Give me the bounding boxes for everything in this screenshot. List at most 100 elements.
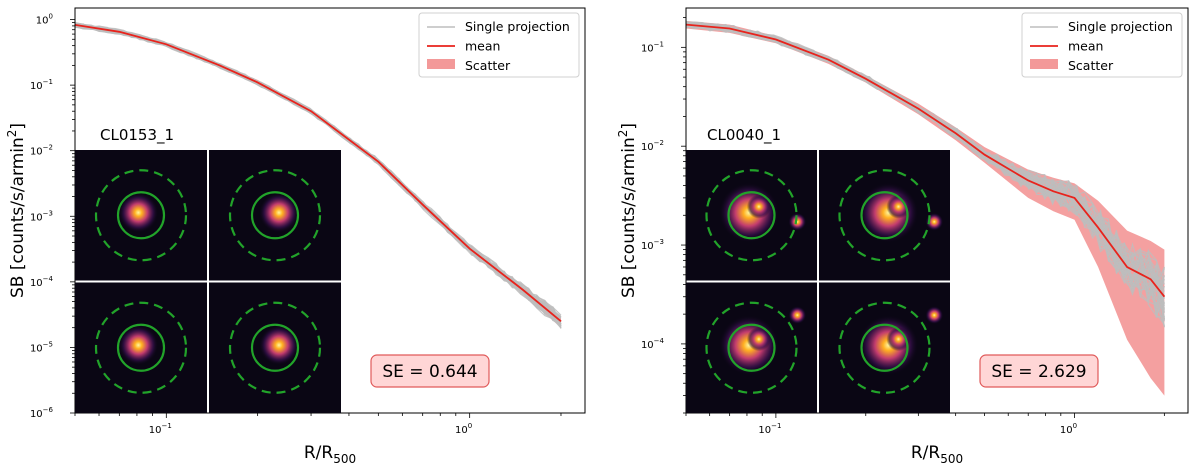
y-tick-label: 10−2 xyxy=(30,144,53,158)
inset-maps xyxy=(686,150,950,413)
emission-blob xyxy=(118,192,159,233)
emission-blob xyxy=(788,306,807,325)
mean-line xyxy=(75,24,562,322)
y-tick-label: 10−1 xyxy=(30,78,53,92)
legend-entry-label: mean xyxy=(1068,39,1103,54)
y-tick-exp: −1 xyxy=(654,40,664,48)
y-tick-label: 10−4 xyxy=(30,275,54,289)
x-tick-label: 10−1 xyxy=(758,422,781,436)
legend-box xyxy=(1021,12,1183,78)
legend-entry-label: Scatter xyxy=(465,58,511,73)
outer-dashed-circle xyxy=(94,301,188,394)
x-tick-base: 10 xyxy=(149,425,162,436)
x-label-sub: 500 xyxy=(333,452,356,466)
y-tick-exp: −2 xyxy=(654,139,664,147)
inset-projection-map xyxy=(75,150,207,281)
outer-dashed-circle xyxy=(838,301,931,394)
x-axis: 10−1 100 xyxy=(74,413,562,436)
legend: Single projection mean Scatter xyxy=(418,12,580,78)
outer-dashed-circle xyxy=(228,169,322,262)
legend: Single projection mean Scatter xyxy=(1021,12,1183,78)
y-tick-exp: −2 xyxy=(43,144,53,152)
outer-dashed-circle xyxy=(228,301,322,394)
y-tick-base: 10 xyxy=(30,409,43,420)
emission-blob xyxy=(886,327,911,352)
y-tick-label: 10−4 xyxy=(641,337,665,351)
projection-line xyxy=(686,22,1165,306)
y-axis: 10−110−210−310−4 xyxy=(641,17,686,414)
emission-blob xyxy=(788,212,807,231)
y-tick-label: 10−3 xyxy=(641,238,664,252)
r500-circle xyxy=(727,191,776,240)
legend-swatch-scatter xyxy=(427,59,455,69)
legend-entry-label: mean xyxy=(465,39,500,54)
y-tick-label: 10−6 xyxy=(30,406,54,420)
inset-projection-map xyxy=(686,282,817,413)
y-label-sup: 2 xyxy=(5,130,19,138)
se-annotation: SE = 0.644 xyxy=(370,354,490,388)
legend-swatch-scatter xyxy=(1030,59,1058,69)
y-label-sup: 2 xyxy=(616,130,630,138)
y-tick-label: 100 xyxy=(36,13,53,27)
y-tick-exp: −6 xyxy=(43,406,54,414)
x-tick-label: 10−1 xyxy=(149,422,172,436)
emission-blob xyxy=(258,192,299,233)
cluster-label: CL0040_1 xyxy=(707,126,781,145)
y-tick-exp: −4 xyxy=(654,337,665,345)
y-tick-label: 10−5 xyxy=(30,340,53,354)
plot-area xyxy=(75,22,562,329)
y-tick-base: 10 xyxy=(30,81,43,92)
x-axis: 10−1 100 xyxy=(685,413,1165,436)
inset-projection-map xyxy=(209,282,341,413)
x-tick-base: 10 xyxy=(1060,425,1073,436)
r500-circle xyxy=(250,323,300,372)
se-label: SE = 2.629 xyxy=(991,362,1086,382)
y-label-end: ] xyxy=(619,123,639,130)
x-label-main: R/R xyxy=(911,443,941,463)
se-box xyxy=(370,354,490,388)
y-axis-label: SB [counts/s/armin2] xyxy=(616,123,639,298)
se-box xyxy=(979,354,1099,388)
emission-blob xyxy=(925,306,944,325)
r500-circle xyxy=(860,323,909,372)
x-tick-base: 10 xyxy=(455,425,468,436)
y-tick-exp: 0 xyxy=(49,13,53,21)
emission-blob xyxy=(886,194,911,219)
y-tick-label: 10−2 xyxy=(641,139,664,153)
r500-circle xyxy=(116,323,166,372)
x-tick-exp: −1 xyxy=(771,422,781,430)
legend-box xyxy=(418,12,580,78)
y-tick-base: 10 xyxy=(30,278,43,289)
inset-projection-map xyxy=(686,150,817,281)
chart-panel-left: 10−1 10010010−110−210−310−410−510−6R/R500… xyxy=(5,7,586,466)
y-tick-exp: −3 xyxy=(43,209,53,217)
y-tick-base: 10 xyxy=(641,241,654,252)
y-tick-base: 10 xyxy=(30,343,43,354)
y-axis-label: SB [counts/s/armin2] xyxy=(5,123,28,298)
outer-dashed-circle xyxy=(705,301,798,394)
inset-projection-map xyxy=(819,282,950,413)
x-label-main: R/R xyxy=(304,443,334,463)
y-tick-label: 10−3 xyxy=(30,209,53,223)
y-tick-base: 10 xyxy=(30,212,43,223)
y-tick-base: 10 xyxy=(641,142,654,153)
projection-line xyxy=(686,25,1165,325)
outer-dashed-circle xyxy=(705,169,798,262)
x-axis-label: R/R500 xyxy=(911,443,963,466)
y-tick-base: 10 xyxy=(641,340,654,351)
emission-blob xyxy=(118,325,159,366)
x-axis-label: R/R500 xyxy=(304,443,356,466)
y-tick-base: 10 xyxy=(30,147,43,158)
r500-circle xyxy=(250,191,300,240)
y-tick-exp: −5 xyxy=(43,340,53,348)
inset-projection-map xyxy=(75,282,207,413)
plot-area xyxy=(686,20,1166,396)
x-tick-label: 100 xyxy=(1060,422,1077,436)
se-label: SE = 0.644 xyxy=(382,362,477,382)
x-tick-exp: 0 xyxy=(1073,422,1077,430)
y-tick-base: 10 xyxy=(641,43,654,54)
y-tick-exp: −4 xyxy=(43,275,54,283)
